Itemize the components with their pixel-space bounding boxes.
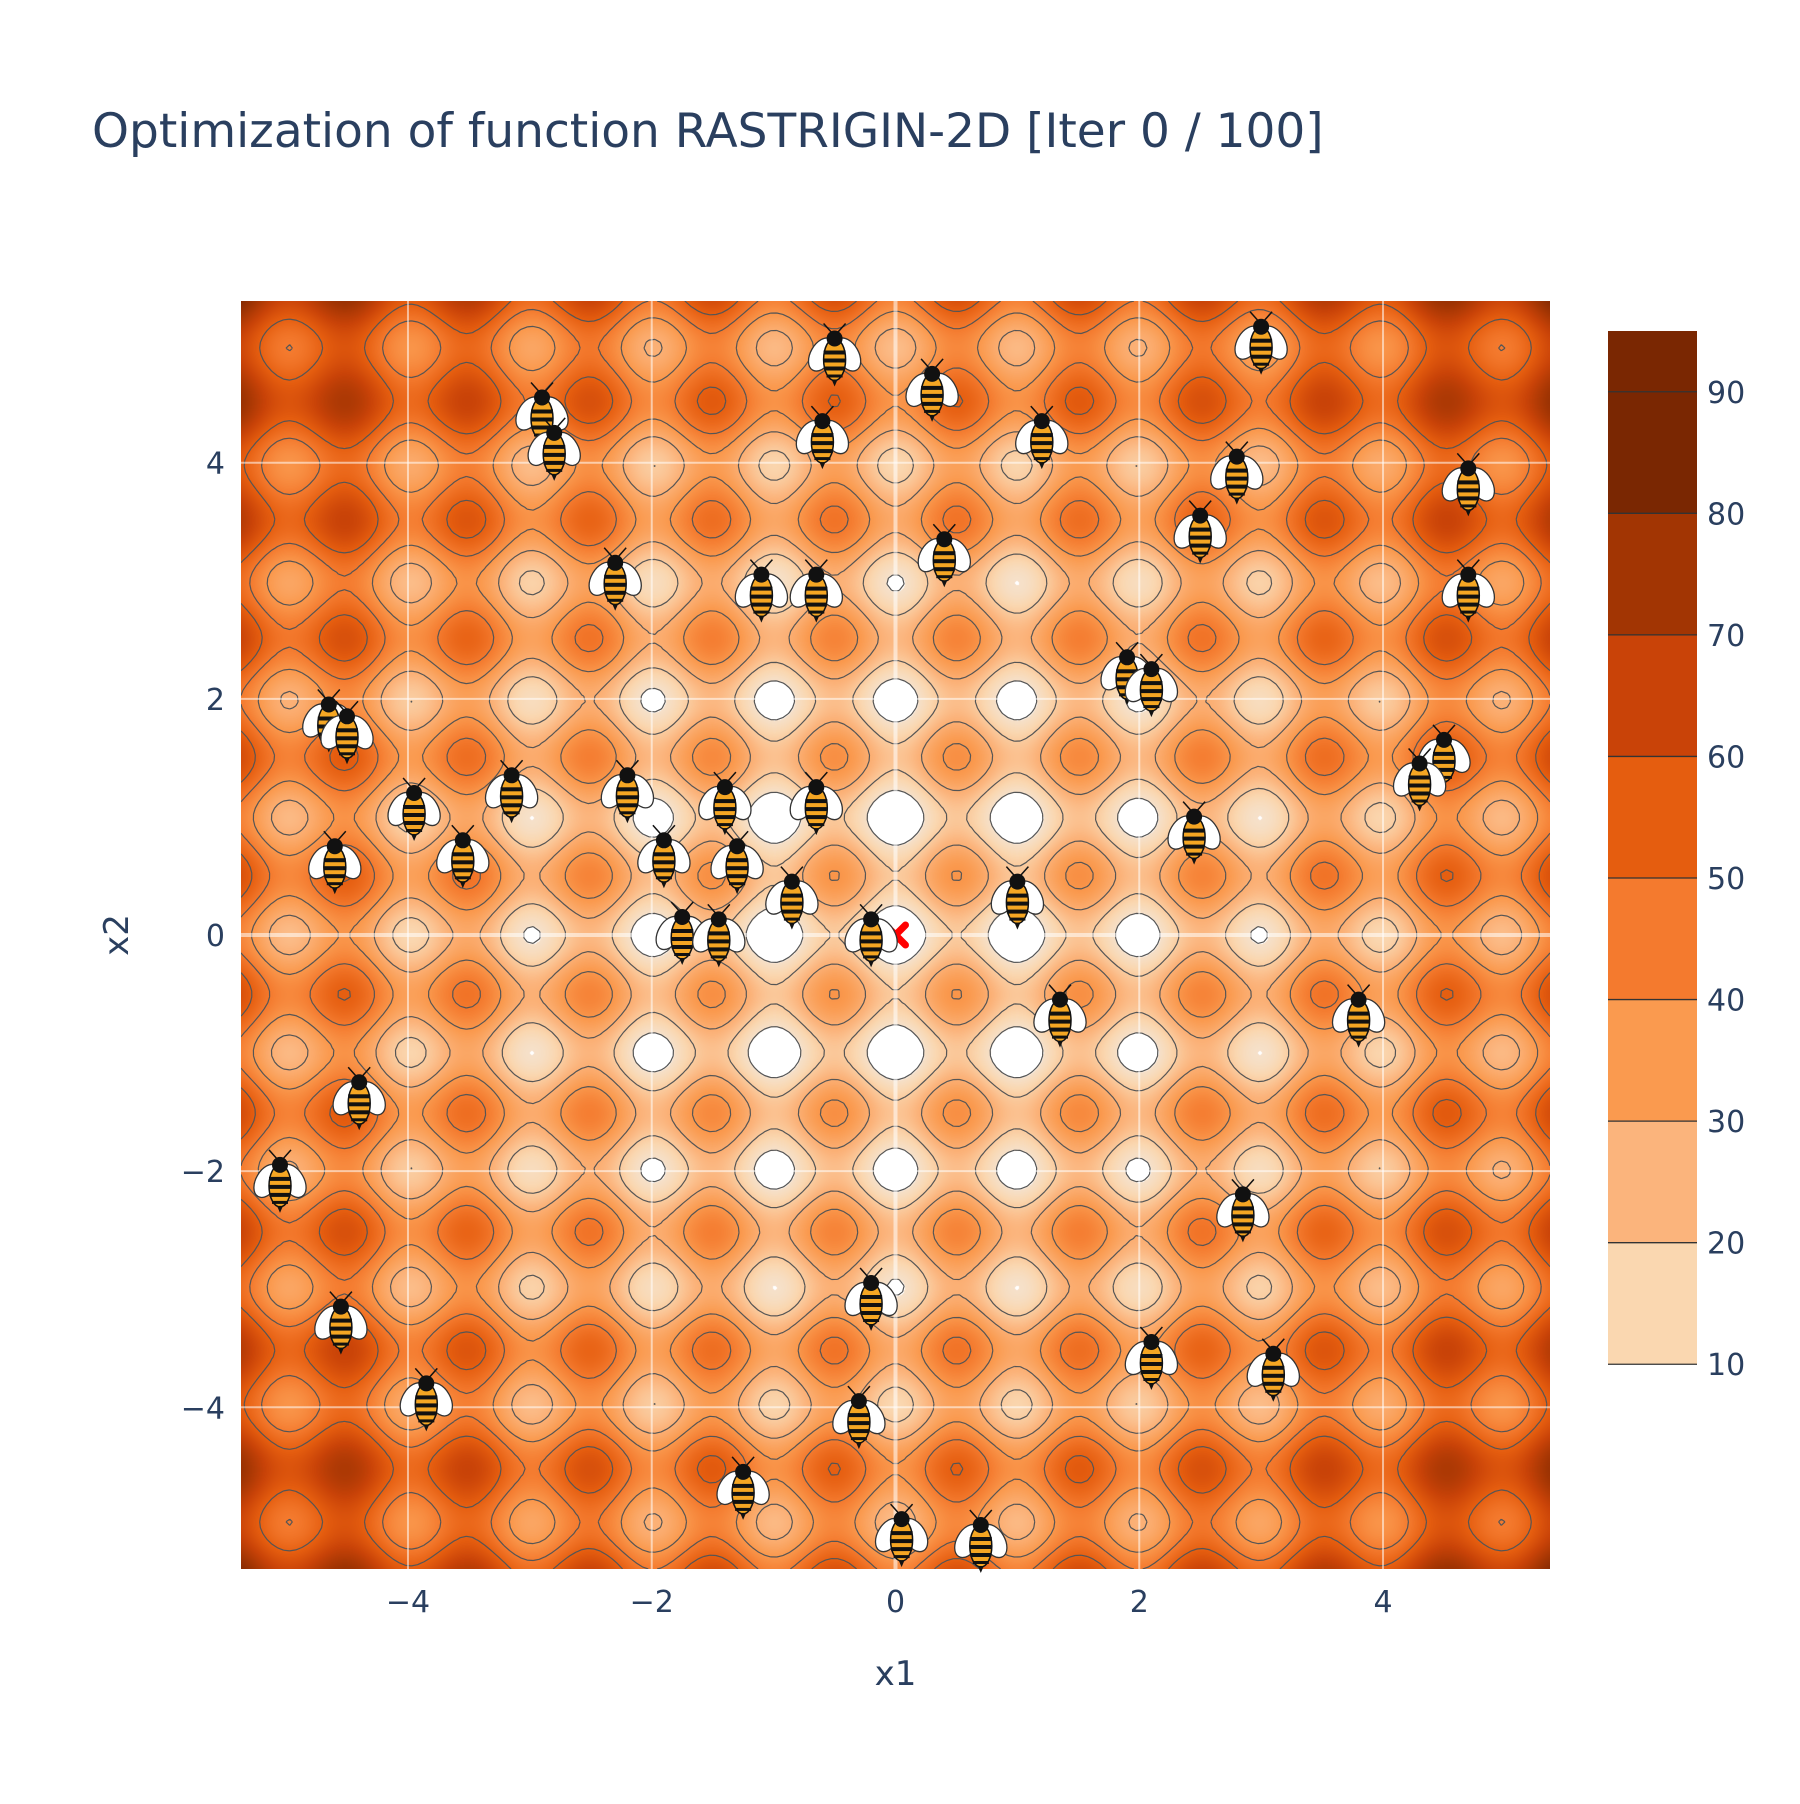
- colorbar-band-1: [1608, 1242, 1697, 1365]
- y-tick-label: 0: [206, 919, 225, 954]
- colorbar-band-9: [1608, 331, 1697, 392]
- colorbar-band-6: [1608, 634, 1697, 757]
- x-tick-label: −2: [630, 1585, 674, 1620]
- colorbar-tick-label: 70: [1707, 619, 1745, 654]
- y-axis-title: x2: [97, 914, 137, 956]
- colorbar-tick-label: 50: [1707, 862, 1745, 897]
- colorbar-band-5: [1608, 756, 1697, 878]
- colorbar-tick-label: 90: [1707, 376, 1745, 411]
- colorbar-band-4: [1608, 878, 1697, 1000]
- colorbar-tick-label: 60: [1707, 740, 1745, 775]
- grid-lines: [241, 301, 1550, 1569]
- colorbar-band-2: [1608, 1121, 1697, 1243]
- colorbar-band-0: [1608, 1364, 1697, 1425]
- particle-layer: [247, 310, 1501, 1574]
- y-tick-label: −4: [181, 1391, 225, 1426]
- colorbar-tick-label: 10: [1707, 1348, 1745, 1383]
- x-axis-title: x1: [875, 1654, 917, 1694]
- contour-line-20: [392, 447, 1399, 1423]
- x-tick-label: 0: [886, 1585, 905, 1620]
- y-tick-label: 2: [206, 683, 225, 718]
- contour-line-50: [241, 301, 1550, 1569]
- axes: −4 −2 0 2 4 −4 −2 0 2 4 x1 x2: [97, 447, 1393, 1694]
- colorbar-tick-label: 40: [1707, 984, 1745, 1019]
- contour-lines: [241, 301, 1550, 1569]
- colorbar-band-7: [1608, 513, 1697, 635]
- contour-line-40: [251, 310, 1540, 1560]
- colorbar: 10 20 30 40 50 60 70 80 90: [1608, 331, 1745, 1425]
- colorbar-tick-label: 80: [1707, 497, 1745, 532]
- colorbar-tick-label: 30: [1707, 1105, 1745, 1140]
- contour-line-60: [241, 301, 1550, 1569]
- colorbar-band-8: [1608, 391, 1697, 514]
- y-tick-label: −2: [181, 1155, 225, 1190]
- y-tick-label: 4: [206, 447, 225, 482]
- x-tick-label: 2: [1130, 1585, 1149, 1620]
- colorbar-tick-label: 20: [1707, 1227, 1745, 1262]
- colorbar-band-3: [1608, 999, 1697, 1122]
- x-tick-label: 4: [1373, 1585, 1392, 1620]
- chart-title: Optimization of function RASTRIGIN-2D [I…: [92, 104, 1324, 159]
- x-tick-label: −4: [386, 1585, 430, 1620]
